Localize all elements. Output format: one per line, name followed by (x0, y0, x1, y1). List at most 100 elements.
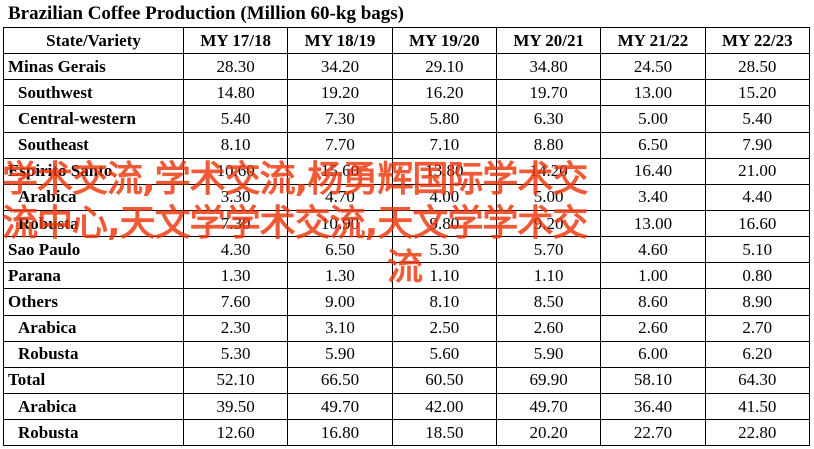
table-cell: 21.00 (704, 157, 810, 185)
table-row: Southeast 8.10 7.70 7.10 8.80 6.50 7.90 (3, 131, 810, 159)
table-cell: 1.30 (182, 262, 289, 290)
table-cell: 5.80 (391, 105, 497, 133)
table-cell: 41.50 (704, 392, 810, 421)
table-cell: 4.00 (391, 183, 497, 211)
table-cell: 2.50 (391, 314, 497, 342)
table-cell: 3.40 (600, 183, 706, 211)
table-cell: 49.70 (495, 392, 602, 421)
table-title: Brazilian Coffee Production (Million 60-… (8, 3, 404, 24)
table-cell: 28.30 (182, 53, 289, 81)
row-label: Others (3, 288, 184, 316)
table-row: Arabica 2.30 3.10 2.50 2.60 2.60 2.70 (3, 314, 810, 342)
row-label: Espirito Santo (3, 157, 184, 185)
table-cell: 8.90 (704, 288, 810, 316)
table-cell: 5.30 (182, 340, 289, 368)
header-row: State/Variety MY 17/18 MY 18/19 MY 19/20… (3, 26, 810, 55)
table-cell: 4.60 (600, 236, 706, 264)
table-cell: 8.50 (495, 288, 602, 316)
row-label: Robusta (3, 209, 184, 238)
row-label: Arabica (3, 183, 184, 211)
table-cell: 60.50 (391, 366, 497, 394)
row-label: Central-western (3, 105, 184, 133)
table-cell: 12.60 (182, 419, 289, 447)
table-cell: 7.90 (704, 131, 810, 159)
table-cell: 10.60 (182, 157, 289, 185)
table-cell: 2.60 (495, 314, 602, 342)
row-label: Arabica (3, 392, 184, 421)
table-cell: 13.00 (600, 79, 706, 107)
table-cell: 28.50 (704, 53, 810, 81)
table-cell: 24.50 (600, 53, 706, 81)
table-cell: 58.10 (600, 366, 706, 394)
table-body: Minas Gerais 28.30 34.20 29.10 34.80 24.50 28.… (3, 53, 810, 447)
row-label: Total (3, 366, 184, 394)
table-cell: 13.00 (600, 209, 706, 238)
coffee-production-table: State/Variety MY 17/18 MY 18/19 MY 19/20… (3, 26, 810, 447)
row-label: Arabica (3, 314, 184, 342)
table-cell: 34.20 (287, 53, 393, 81)
table-cell: 1.00 (600, 262, 706, 290)
table-cell: 19.20 (287, 79, 393, 107)
table-cell: 4.40 (704, 183, 810, 211)
table-cell: 9.00 (287, 288, 393, 316)
table-cell: 9.20 (495, 209, 602, 238)
table-cell: 1.10 (391, 262, 497, 290)
table-cell: 7.30 (182, 209, 289, 238)
table-row: Minas Gerais 28.30 34.20 29.10 34.80 24.50 28.… (3, 53, 810, 81)
table-cell: 8.10 (182, 131, 289, 159)
table-cell: 5.30 (391, 236, 497, 264)
table-cell: 4.30 (182, 236, 289, 264)
table-row: Robusta 7.30 10.90 9.80 9.20 13.00 16.60 (3, 209, 810, 238)
table-cell: 10.90 (287, 209, 393, 238)
row-label: Sao Paulo (3, 236, 184, 264)
row-label: Southwest (3, 79, 184, 107)
table-cell: 7.10 (391, 131, 497, 159)
table-cell: 66.50 (287, 366, 393, 394)
table-cell: 7.70 (287, 131, 393, 159)
table-cell: 6.00 (600, 340, 706, 368)
table-cell: 13.80 (391, 157, 497, 185)
table-row: Central-western 5.40 7.30 5.80 6.30 5.00 5.40 (3, 105, 810, 133)
table-cell: 6.30 (495, 105, 602, 133)
table-cell: 2.70 (704, 314, 810, 342)
table-row: Southwest 14.80 19.20 16.20 19.70 13.00 15.20 (3, 79, 810, 107)
table-cell: 5.90 (495, 340, 602, 368)
row-label: Robusta (3, 340, 184, 368)
table-cell: 9.80 (391, 209, 497, 238)
table-cell: 36.40 (600, 392, 706, 421)
table-cell: 5.70 (495, 236, 602, 264)
column-header: MY 20/21 (495, 26, 602, 55)
table-cell: 5.40 (182, 105, 289, 133)
table-cell: 8.80 (495, 131, 602, 159)
table-row: Arabica 3.30 4.70 4.00 5.00 3.40 4.40 (3, 183, 810, 211)
column-header: MY 21/22 (600, 26, 706, 55)
column-header: MY 17/18 (182, 26, 289, 55)
table-cell: 6.50 (287, 236, 393, 264)
table-row: Robusta 12.60 16.80 18.50 20.20 22.70 22.80 (3, 419, 810, 447)
table-cell: 22.70 (600, 419, 706, 447)
table-row: Espirito Santo 10.60 15.60 13.80 14.20 16.40 2… (3, 157, 810, 185)
table-cell: 16.80 (287, 419, 393, 447)
table-cell: 3.10 (287, 314, 393, 342)
table-cell: 1.30 (287, 262, 393, 290)
table-cell: 22.80 (704, 419, 810, 447)
table-cell: 6.20 (704, 340, 810, 368)
table-cell: 1.10 (495, 262, 602, 290)
table-cell: 3.30 (182, 183, 289, 211)
table-cell: 5.40 (704, 105, 810, 133)
table-cell: 5.90 (287, 340, 393, 368)
table-cell: 2.30 (182, 314, 289, 342)
row-label: Robusta (3, 419, 184, 447)
table-cell: 16.20 (391, 79, 497, 107)
table-row: Parana 1.30 1.30 1.10 1.10 1.00 0.80 (3, 262, 810, 290)
table-cell: 69.90 (495, 366, 602, 394)
table-cell: 5.00 (495, 183, 602, 211)
table-cell: 2.60 (600, 314, 706, 342)
column-header: MY 19/20 (391, 26, 497, 55)
table-row: Others 7.60 9.00 8.10 8.50 8.60 8.90 (3, 288, 810, 316)
table-cell: 4.70 (287, 183, 393, 211)
table-cell: 8.60 (600, 288, 706, 316)
table-cell: 8.10 (391, 288, 497, 316)
table-cell: 19.70 (495, 79, 602, 107)
row-label: Minas Gerais (3, 53, 184, 81)
